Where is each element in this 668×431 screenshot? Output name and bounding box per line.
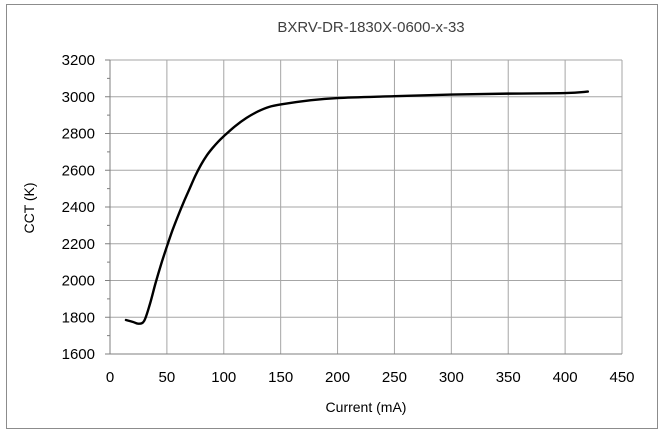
y-tick-label: 1600 bbox=[62, 346, 95, 363]
x-tick-label: 50 bbox=[159, 369, 176, 386]
y-tick-label: 2000 bbox=[62, 273, 95, 290]
series-layer bbox=[124, 90, 590, 325]
x-tick-label: 400 bbox=[553, 369, 578, 386]
y-tick-label: 2200 bbox=[62, 236, 95, 253]
series-line-cct bbox=[124, 90, 590, 325]
tick-labels: 0 50 100 150 200 250 300 350 400 450 1600 1800 2000 2… bbox=[62, 52, 635, 386]
x-tick-label: 300 bbox=[439, 369, 464, 386]
x-tick-label: 100 bbox=[211, 369, 236, 386]
x-tick-label: 0 bbox=[106, 369, 114, 386]
y-axis-label: CCT (K) bbox=[21, 182, 37, 233]
x-tick-label: 200 bbox=[325, 369, 350, 386]
x-tick-label: 250 bbox=[382, 369, 407, 386]
y-tick-label: 3200 bbox=[62, 52, 95, 69]
y-tick-label: 2800 bbox=[62, 126, 95, 143]
chart-title: BXRV-DR-1830X-0600-x-33 bbox=[277, 19, 464, 36]
x-axis-label: Current (mA) bbox=[326, 399, 407, 415]
x-tick-label: 350 bbox=[496, 369, 521, 386]
x-tick-label: 450 bbox=[609, 369, 634, 386]
axis-layer bbox=[105, 59, 622, 355]
x-tick-label: 150 bbox=[268, 369, 293, 386]
y-tick-label: 1800 bbox=[62, 309, 95, 326]
chart-frame bbox=[6, 4, 658, 429]
y-tick-label: 2600 bbox=[62, 162, 95, 179]
y-tick-label: 2400 bbox=[62, 199, 95, 216]
grid-layer bbox=[109, 59, 623, 355]
y-tick-label: 3000 bbox=[62, 89, 95, 106]
